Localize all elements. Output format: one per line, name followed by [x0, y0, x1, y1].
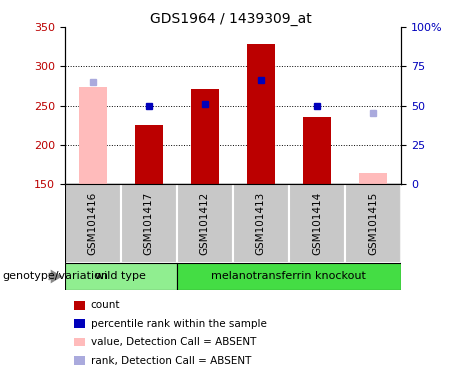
- Text: genotype/variation: genotype/variation: [2, 271, 108, 281]
- Text: GSM101412: GSM101412: [200, 192, 210, 255]
- Text: GSM101413: GSM101413: [256, 192, 266, 255]
- Bar: [247, 44, 275, 184]
- Bar: [177, 263, 401, 290]
- Text: GSM101417: GSM101417: [144, 192, 154, 255]
- Bar: [135, 125, 163, 184]
- Bar: [233, 184, 289, 263]
- Bar: [345, 184, 401, 263]
- Text: percentile rank within the sample: percentile rank within the sample: [91, 319, 267, 329]
- Bar: [289, 184, 345, 263]
- Bar: [65, 263, 177, 290]
- Text: value, Detection Call = ABSENT: value, Detection Call = ABSENT: [91, 337, 256, 347]
- Bar: [78, 88, 106, 184]
- Text: wild type: wild type: [95, 271, 146, 281]
- Bar: [359, 172, 387, 184]
- Bar: [121, 184, 177, 263]
- Bar: [177, 184, 233, 263]
- Text: GSM101414: GSM101414: [312, 192, 322, 255]
- Text: GDS1964 / 1439309_at: GDS1964 / 1439309_at: [150, 12, 311, 25]
- Bar: [191, 89, 219, 184]
- Text: melanotransferrin knockout: melanotransferrin knockout: [212, 271, 366, 281]
- Text: count: count: [91, 300, 120, 310]
- Text: GSM101415: GSM101415: [368, 192, 378, 255]
- Bar: [65, 184, 121, 263]
- Text: GSM101416: GSM101416: [88, 192, 98, 255]
- Text: rank, Detection Call = ABSENT: rank, Detection Call = ABSENT: [91, 356, 251, 366]
- Bar: [303, 117, 331, 184]
